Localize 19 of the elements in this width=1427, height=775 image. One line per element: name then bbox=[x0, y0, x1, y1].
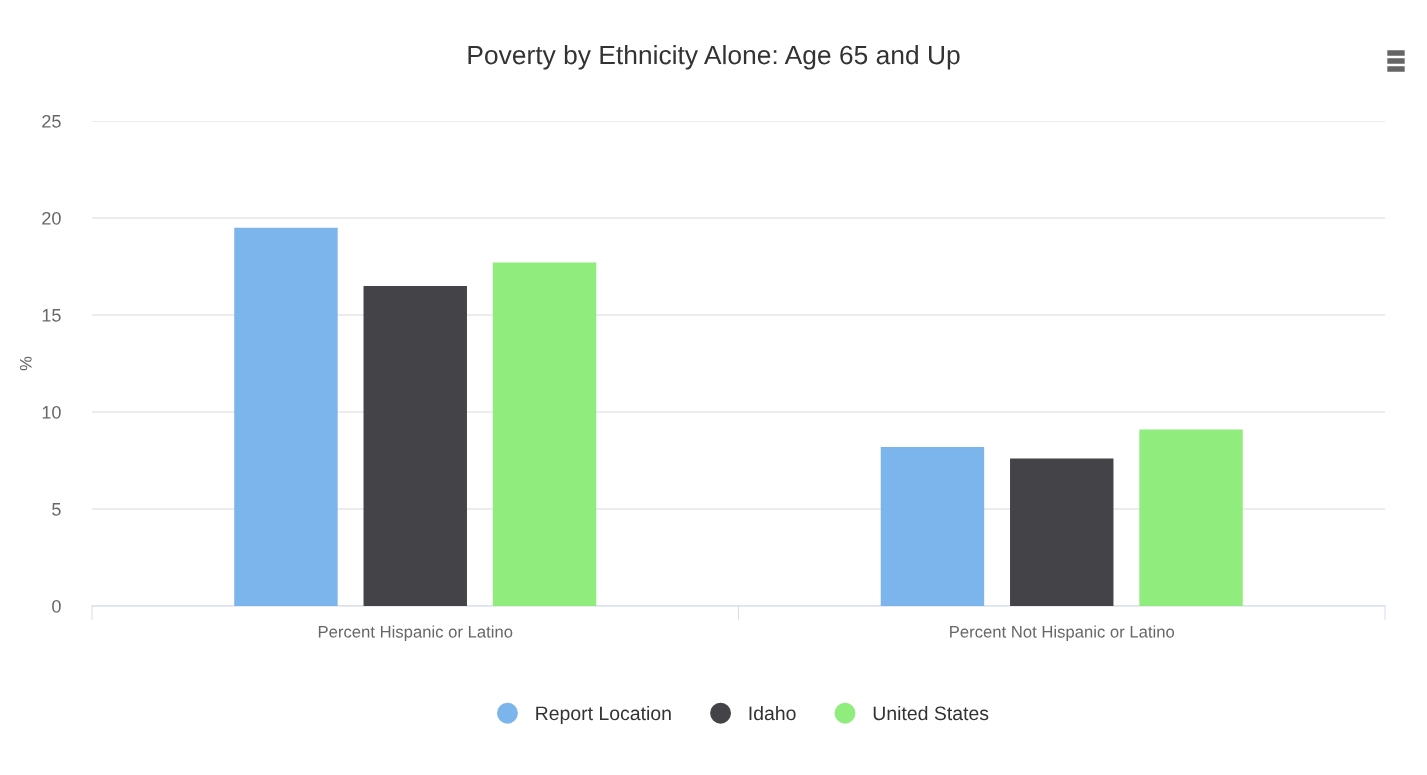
x-tick-label: Percent Hispanic or Latino bbox=[318, 625, 513, 641]
bar bbox=[492, 262, 597, 606]
legend-label: Report Location bbox=[536, 705, 671, 725]
bar bbox=[1139, 429, 1243, 606]
y-tick-label: 5 bbox=[52, 503, 61, 516]
x-tick-label: Percent Not Hispanic or Latino bbox=[950, 625, 1175, 641]
y-tick-label: 0 bbox=[52, 599, 61, 613]
legend-label: Idaho bbox=[749, 705, 796, 721]
y-tick-label: 10 bbox=[42, 405, 61, 419]
y-tick-label: 20 bbox=[42, 211, 61, 225]
bar bbox=[363, 285, 467, 606]
legend-label: United States bbox=[873, 705, 989, 721]
y-tick-label: 25 bbox=[42, 114, 61, 128]
bar bbox=[1010, 458, 1114, 606]
bar bbox=[234, 227, 338, 606]
bar bbox=[880, 446, 985, 606]
chart-title: Poverty by Ethnicity Alone: Age 65 and Up bbox=[468, 45, 960, 70]
y-axis-title: % bbox=[19, 356, 32, 371]
y-tick-label: 15 bbox=[42, 309, 61, 322]
